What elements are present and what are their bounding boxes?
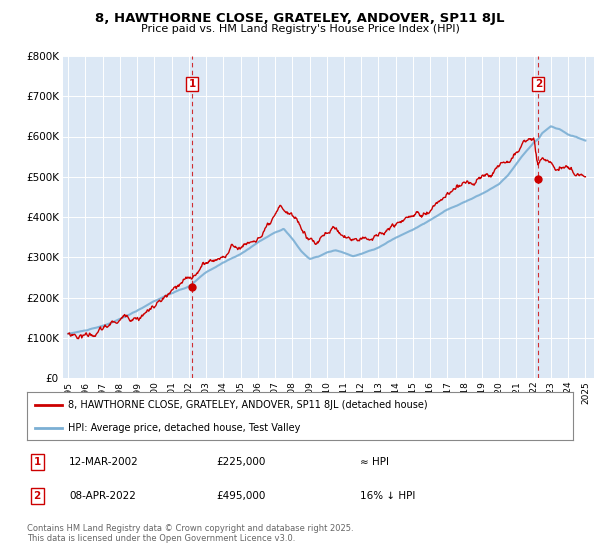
Text: 2: 2 [535, 79, 542, 89]
Text: 12-MAR-2002: 12-MAR-2002 [69, 457, 139, 467]
Text: HPI: Average price, detached house, Test Valley: HPI: Average price, detached house, Test… [68, 423, 301, 433]
Text: 08-APR-2022: 08-APR-2022 [69, 491, 136, 501]
Text: 1: 1 [34, 457, 41, 467]
Text: 2: 2 [34, 491, 41, 501]
Text: 8, HAWTHORNE CLOSE, GRATELEY, ANDOVER, SP11 8JL (detached house): 8, HAWTHORNE CLOSE, GRATELEY, ANDOVER, S… [68, 400, 428, 410]
Text: £225,000: £225,000 [216, 457, 265, 467]
Text: 16% ↓ HPI: 16% ↓ HPI [360, 491, 415, 501]
Text: 8, HAWTHORNE CLOSE, GRATELEY, ANDOVER, SP11 8JL: 8, HAWTHORNE CLOSE, GRATELEY, ANDOVER, S… [95, 12, 505, 25]
Text: £495,000: £495,000 [216, 491, 265, 501]
Text: ≈ HPI: ≈ HPI [360, 457, 389, 467]
Text: Contains HM Land Registry data © Crown copyright and database right 2025.
This d: Contains HM Land Registry data © Crown c… [27, 524, 353, 543]
Text: Price paid vs. HM Land Registry's House Price Index (HPI): Price paid vs. HM Land Registry's House … [140, 24, 460, 34]
Text: 1: 1 [188, 79, 196, 89]
